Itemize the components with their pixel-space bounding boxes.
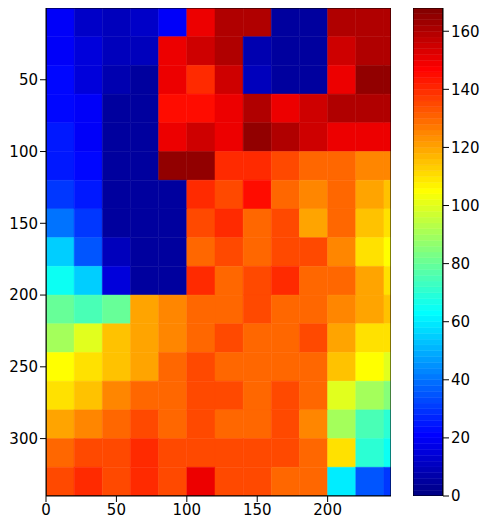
svg-text:50: 50: [107, 501, 126, 519]
svg-text:250: 250: [9, 358, 38, 376]
svg-text:50: 50: [19, 71, 38, 89]
svg-text:140: 140: [451, 81, 480, 99]
svg-text:150: 150: [243, 501, 272, 519]
svg-text:60: 60: [451, 313, 470, 331]
svg-text:0: 0: [41, 501, 51, 519]
svg-text:150: 150: [9, 215, 38, 233]
svg-text:160: 160: [451, 23, 480, 41]
svg-text:0: 0: [451, 487, 461, 505]
svg-text:20: 20: [451, 429, 470, 447]
svg-text:100: 100: [172, 501, 201, 519]
svg-text:100: 100: [451, 197, 480, 215]
svg-text:40: 40: [451, 371, 470, 389]
svg-text:100: 100: [9, 143, 38, 161]
svg-text:200: 200: [9, 286, 38, 304]
svg-text:300: 300: [9, 430, 38, 448]
svg-text:80: 80: [451, 255, 470, 273]
svg-text:120: 120: [451, 139, 480, 157]
svg-text:200: 200: [313, 501, 342, 519]
